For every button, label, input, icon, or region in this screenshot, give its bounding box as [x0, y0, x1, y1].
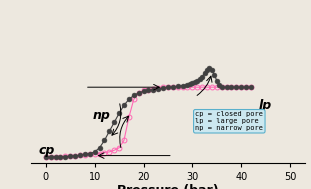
Text: lp: lp	[258, 99, 272, 112]
Text: cp: cp	[39, 144, 55, 157]
X-axis label: Pressure (bar): Pressure (bar)	[117, 184, 219, 189]
Text: np: np	[92, 109, 110, 122]
Text: cp = closed pore
lp = large pore
np = narrow pore: cp = closed pore lp = large pore np = na…	[195, 111, 263, 131]
